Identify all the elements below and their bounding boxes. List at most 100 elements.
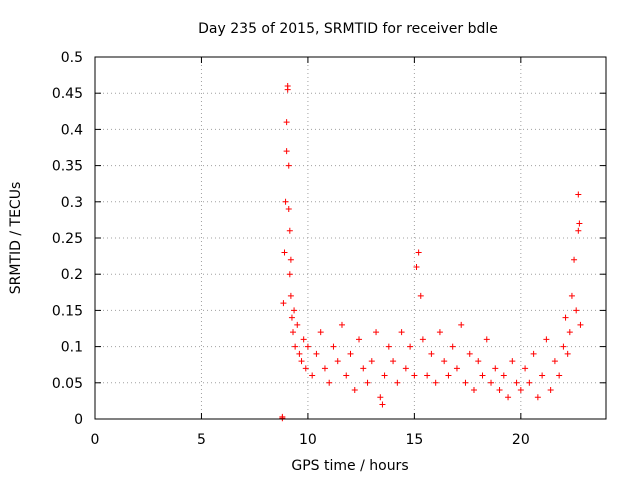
y-tick-label: 0.1	[61, 340, 83, 356]
x-tick-label: 5	[197, 432, 206, 448]
data-point	[281, 249, 288, 256]
data-point	[360, 365, 367, 372]
data-point	[415, 249, 422, 256]
data-point	[441, 358, 448, 365]
data-point	[283, 119, 290, 126]
data-point	[285, 162, 292, 169]
data-point	[517, 387, 524, 394]
data-point	[573, 307, 580, 314]
data-point	[551, 358, 558, 365]
data-point	[286, 271, 293, 278]
data-point	[373, 329, 380, 336]
data-point	[445, 372, 452, 379]
data-point	[488, 379, 495, 386]
data-point	[313, 350, 320, 357]
y-tick-label: 0.35	[52, 159, 83, 175]
data-point	[479, 372, 486, 379]
y-tick-label: 0.4	[61, 122, 83, 138]
data-point	[575, 227, 582, 234]
data-point	[453, 365, 460, 372]
data-point	[334, 358, 341, 365]
data-point	[298, 358, 305, 365]
x-tick-label: 20	[512, 432, 530, 448]
data-point	[287, 256, 294, 263]
data-point	[283, 148, 290, 155]
data-point	[379, 401, 386, 408]
data-point	[543, 336, 550, 343]
data-point	[343, 372, 350, 379]
data-point	[560, 343, 567, 350]
data-point	[470, 387, 477, 394]
y-tick-label: 0.45	[52, 86, 83, 102]
data-point	[509, 358, 516, 365]
y-tick-label: 0.5	[61, 50, 83, 66]
data-point	[566, 329, 573, 336]
data-points	[279, 82, 584, 422]
data-point	[317, 329, 324, 336]
x-tick-label: 10	[299, 432, 317, 448]
data-point	[287, 292, 294, 299]
data-point	[534, 394, 541, 401]
data-point	[285, 206, 292, 213]
data-point	[522, 365, 529, 372]
data-point	[309, 372, 316, 379]
data-point	[296, 350, 303, 357]
data-point	[356, 336, 363, 343]
data-point	[338, 321, 345, 328]
data-point	[466, 350, 473, 357]
data-point	[402, 365, 409, 372]
data-point	[351, 387, 358, 394]
data-point	[411, 372, 418, 379]
data-point	[364, 379, 371, 386]
y-tick-label: 0.3	[61, 195, 83, 211]
data-point	[413, 263, 420, 270]
data-point	[530, 350, 537, 357]
y-tick-label: 0.25	[52, 231, 83, 247]
data-point	[505, 394, 512, 401]
data-point	[547, 387, 554, 394]
data-point	[419, 336, 426, 343]
data-point	[475, 358, 482, 365]
x-tick-label: 15	[405, 432, 423, 448]
data-point	[571, 256, 578, 263]
data-point	[458, 321, 465, 328]
data-point	[304, 343, 311, 350]
data-point	[321, 365, 328, 372]
data-point	[284, 86, 291, 93]
data-point	[428, 350, 435, 357]
data-point	[326, 379, 333, 386]
data-point	[381, 372, 388, 379]
data-point	[492, 365, 499, 372]
data-point	[539, 372, 546, 379]
data-point	[417, 292, 424, 299]
data-point	[292, 343, 299, 350]
y-tick-label: 0	[74, 412, 83, 428]
data-point	[294, 321, 301, 328]
data-point	[436, 329, 443, 336]
data-point	[368, 358, 375, 365]
data-point	[483, 336, 490, 343]
tick-labels: 0 0.05 0.1 0.15 0.2 0.25 0.3 0.35 0.4 0.45 0.5 0 5 10…	[52, 50, 530, 448]
data-point	[496, 387, 503, 394]
data-point	[290, 329, 297, 336]
data-point	[432, 379, 439, 386]
data-point	[330, 343, 337, 350]
data-point	[394, 379, 401, 386]
data-point	[556, 372, 563, 379]
x-tick-label: 0	[91, 432, 100, 448]
y-tick-label: 0.2	[61, 267, 83, 283]
x-axis-label: GPS time / hours	[291, 458, 408, 474]
data-point	[407, 343, 414, 350]
data-point	[385, 343, 392, 350]
data-point	[575, 191, 582, 198]
data-point	[562, 314, 569, 321]
data-point	[347, 350, 354, 357]
chart-title: Day 235 of 2015, SRMTID for receiver bdl…	[198, 21, 498, 37]
axis-ticks	[94, 56, 606, 420]
data-point	[462, 379, 469, 386]
y-axis-label: SRMTID / TECUs	[8, 182, 24, 295]
data-point	[302, 365, 309, 372]
data-point	[568, 292, 575, 299]
data-point	[424, 372, 431, 379]
data-point	[564, 350, 571, 357]
